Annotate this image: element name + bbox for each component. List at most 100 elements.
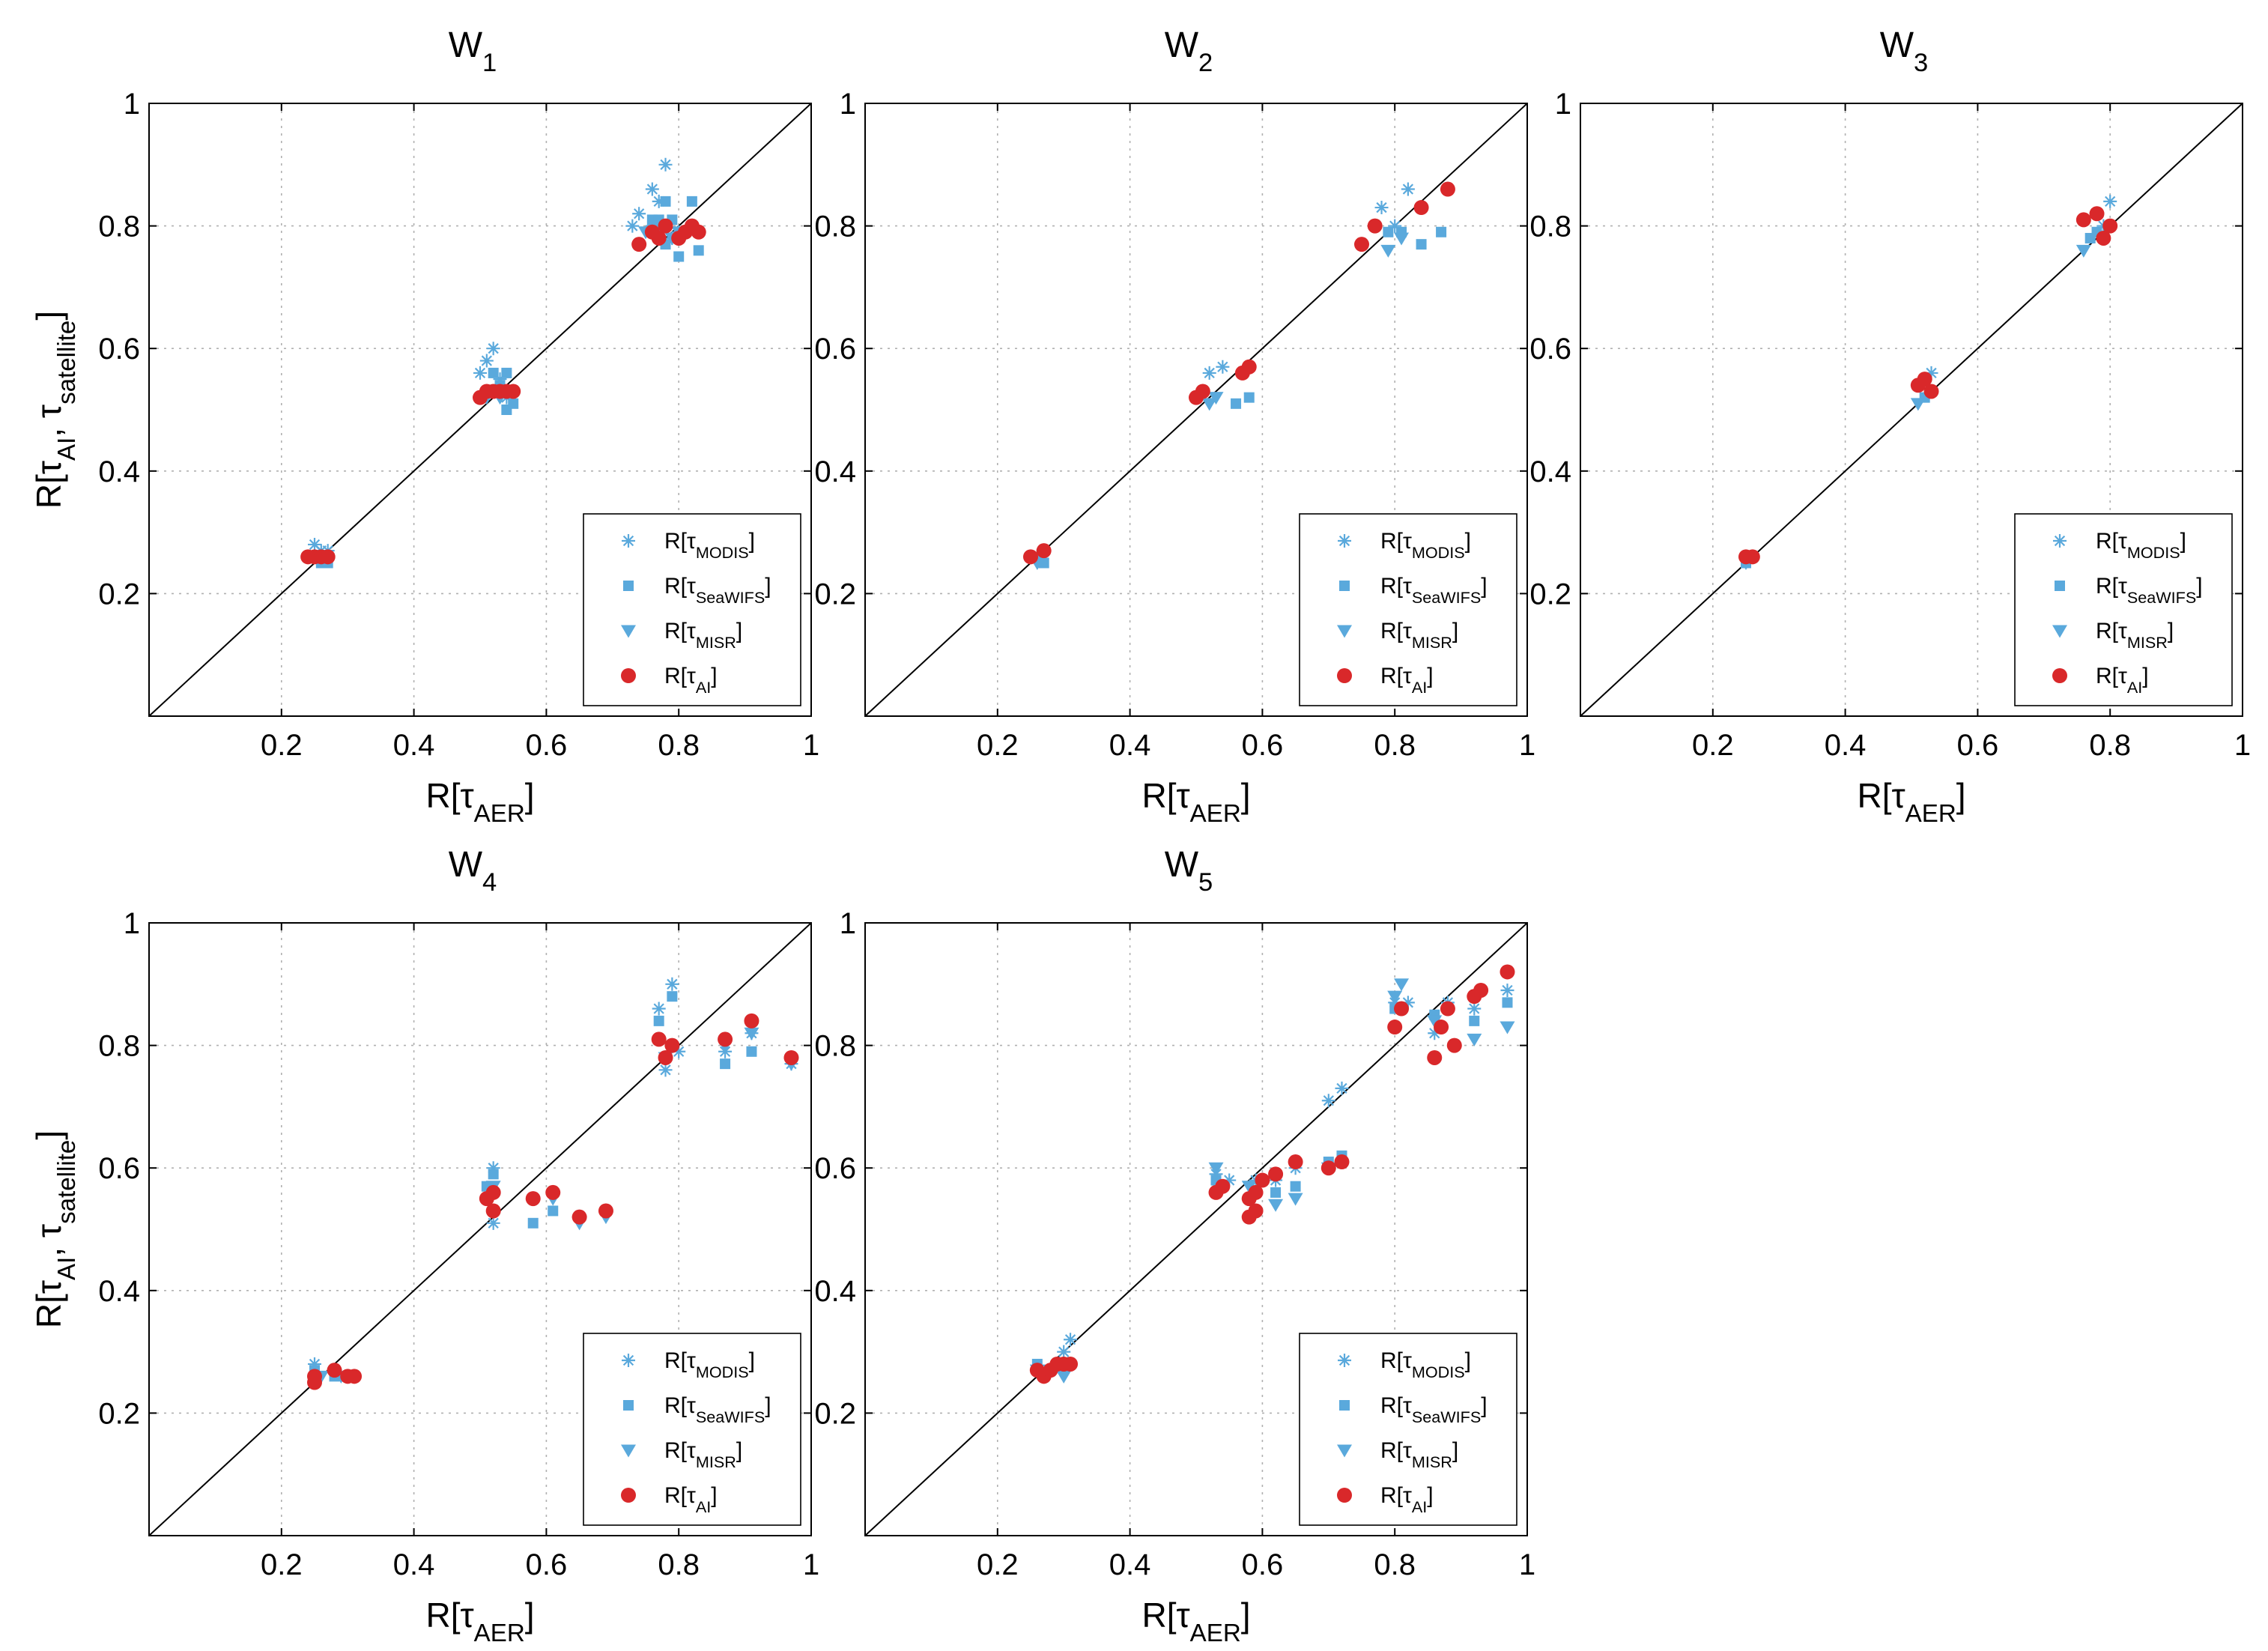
- point-seawifs: [501, 367, 512, 378]
- point-ai: [2089, 206, 2105, 222]
- point-ai: [485, 1184, 501, 1200]
- axes-frame: [148, 922, 812, 1536]
- point-misr: [1268, 1199, 1284, 1212]
- legend-label-modis: R[τMODIS]: [2096, 529, 2186, 562]
- x-tick-label: 0.8: [1374, 729, 1416, 762]
- point-modis: [2103, 194, 2117, 208]
- point-modis: [652, 194, 666, 208]
- legend-marker-modis: [1338, 1354, 1351, 1367]
- legend-label-ai: R[τAI]: [1380, 664, 1434, 697]
- point-ai: [1500, 964, 1515, 980]
- point-ai: [1248, 1203, 1264, 1219]
- panel-title: W3: [1880, 25, 1929, 77]
- legend-label-ai: R[τAI]: [2096, 664, 2149, 697]
- point-ai: [2076, 212, 2091, 228]
- point-ai: [485, 1203, 501, 1219]
- point-seawifs: [1270, 1187, 1282, 1198]
- legend-marker-modis: [2053, 534, 2067, 548]
- point-ai: [1268, 1166, 1284, 1182]
- point-modis: [1500, 983, 1514, 997]
- legend-label-misr: R[τMISR]: [664, 619, 742, 652]
- legend-marker-modis: [622, 1354, 635, 1367]
- point-modis: [1064, 1333, 1078, 1347]
- point-seawifs: [488, 1169, 499, 1180]
- point-seawifs: [686, 196, 697, 207]
- point-modis: [652, 1002, 666, 1016]
- x-tick-label: 0.8: [658, 1548, 700, 1581]
- point-ai: [327, 1363, 342, 1378]
- legend-label-ai: R[τAI]: [1380, 1483, 1434, 1516]
- series-ai: [307, 1013, 799, 1390]
- legend-label-modis: R[τMODIS]: [664, 529, 755, 562]
- point-seawifs: [673, 251, 685, 262]
- point-ai: [506, 384, 521, 399]
- legend-marker-misr: [621, 625, 636, 638]
- point-seawifs: [508, 398, 519, 409]
- point-misr: [1394, 978, 1410, 992]
- point-misr: [2076, 244, 2091, 258]
- point-ai: [1917, 372, 1932, 387]
- axes-frame: [148, 103, 812, 717]
- y-tick-label: 1: [1555, 88, 1571, 121]
- y-tick-label: 0.8: [98, 210, 140, 243]
- point-modis: [1222, 1173, 1237, 1187]
- point-modis: [473, 366, 487, 380]
- panel-title: W4: [449, 845, 497, 897]
- axes-frame: [864, 922, 1528, 1536]
- x-axis-label: R[τAER]: [425, 776, 534, 828]
- x-axis-label: R[τAER]: [1141, 1596, 1250, 1647]
- legend-label-seawifs: R[τSeaWIFS]: [1380, 1393, 1488, 1426]
- y-tick-label: 0.8: [98, 1030, 140, 1063]
- legend-label-misr: R[τMISR]: [2096, 619, 2174, 652]
- x-tick-label: 1: [803, 729, 819, 762]
- legend-label-misr: R[τMISR]: [664, 1438, 742, 1471]
- point-seawifs: [1231, 398, 1242, 409]
- y-tick-label: 0.2: [98, 578, 140, 611]
- x-tick-label: 0.8: [658, 729, 700, 762]
- point-modis: [486, 1161, 500, 1175]
- x-tick-label: 1: [2234, 729, 2251, 762]
- point-ai: [1354, 237, 1369, 252]
- y-tick-label: 0.6: [98, 1152, 140, 1185]
- point-modis: [486, 342, 500, 356]
- point-ai: [1434, 1020, 1449, 1035]
- legend: R[τMODIS] R[τSeaWIFS] R[τMISR] R[τAI]: [583, 1333, 801, 1526]
- point-ai: [525, 1191, 541, 1207]
- point-modis: [1216, 360, 1230, 374]
- point-modis: [486, 1216, 500, 1230]
- legend-marker-ai: [621, 1488, 636, 1503]
- point-ai: [1413, 200, 1429, 216]
- point-ai: [783, 1049, 799, 1065]
- point-ai: [1063, 1356, 1079, 1372]
- point-seawifs: [548, 1205, 559, 1217]
- point-modis: [625, 219, 640, 233]
- point-ai: [1446, 1037, 1462, 1053]
- axes-frame: [864, 103, 1528, 717]
- y-tick-label: 0.2: [1529, 578, 1571, 611]
- point-misr: [1380, 244, 1396, 258]
- legend-marker-seawifs: [623, 581, 634, 591]
- point-seawifs: [667, 991, 678, 1002]
- point-misr: [1208, 392, 1224, 405]
- panel-title: W1: [449, 25, 497, 77]
- point-ai: [347, 1369, 363, 1384]
- point-ai: [1023, 549, 1038, 565]
- legend-marker-misr: [1337, 1444, 1352, 1458]
- y-tick-label: 0.8: [1529, 210, 1571, 243]
- point-ai: [651, 1032, 667, 1047]
- point-modis: [1388, 219, 1402, 233]
- point-ai: [1923, 384, 1939, 399]
- x-tick-label: 0.2: [1692, 729, 1734, 762]
- identity-line: [148, 103, 812, 717]
- legend: R[τMODIS] R[τSeaWIFS] R[τMISR] R[τAI]: [2014, 513, 2233, 706]
- point-seawifs: [1243, 392, 1255, 403]
- legend-label-seawifs: R[τSeaWIFS]: [664, 574, 771, 607]
- point-seawifs: [1383, 226, 1394, 237]
- point-modis: [1321, 1094, 1335, 1108]
- point-ai: [1288, 1154, 1303, 1170]
- point-seawifs: [693, 245, 704, 256]
- point-misr: [1910, 398, 1926, 411]
- x-tick-label: 1: [1519, 1548, 1535, 1581]
- point-ai: [691, 224, 706, 240]
